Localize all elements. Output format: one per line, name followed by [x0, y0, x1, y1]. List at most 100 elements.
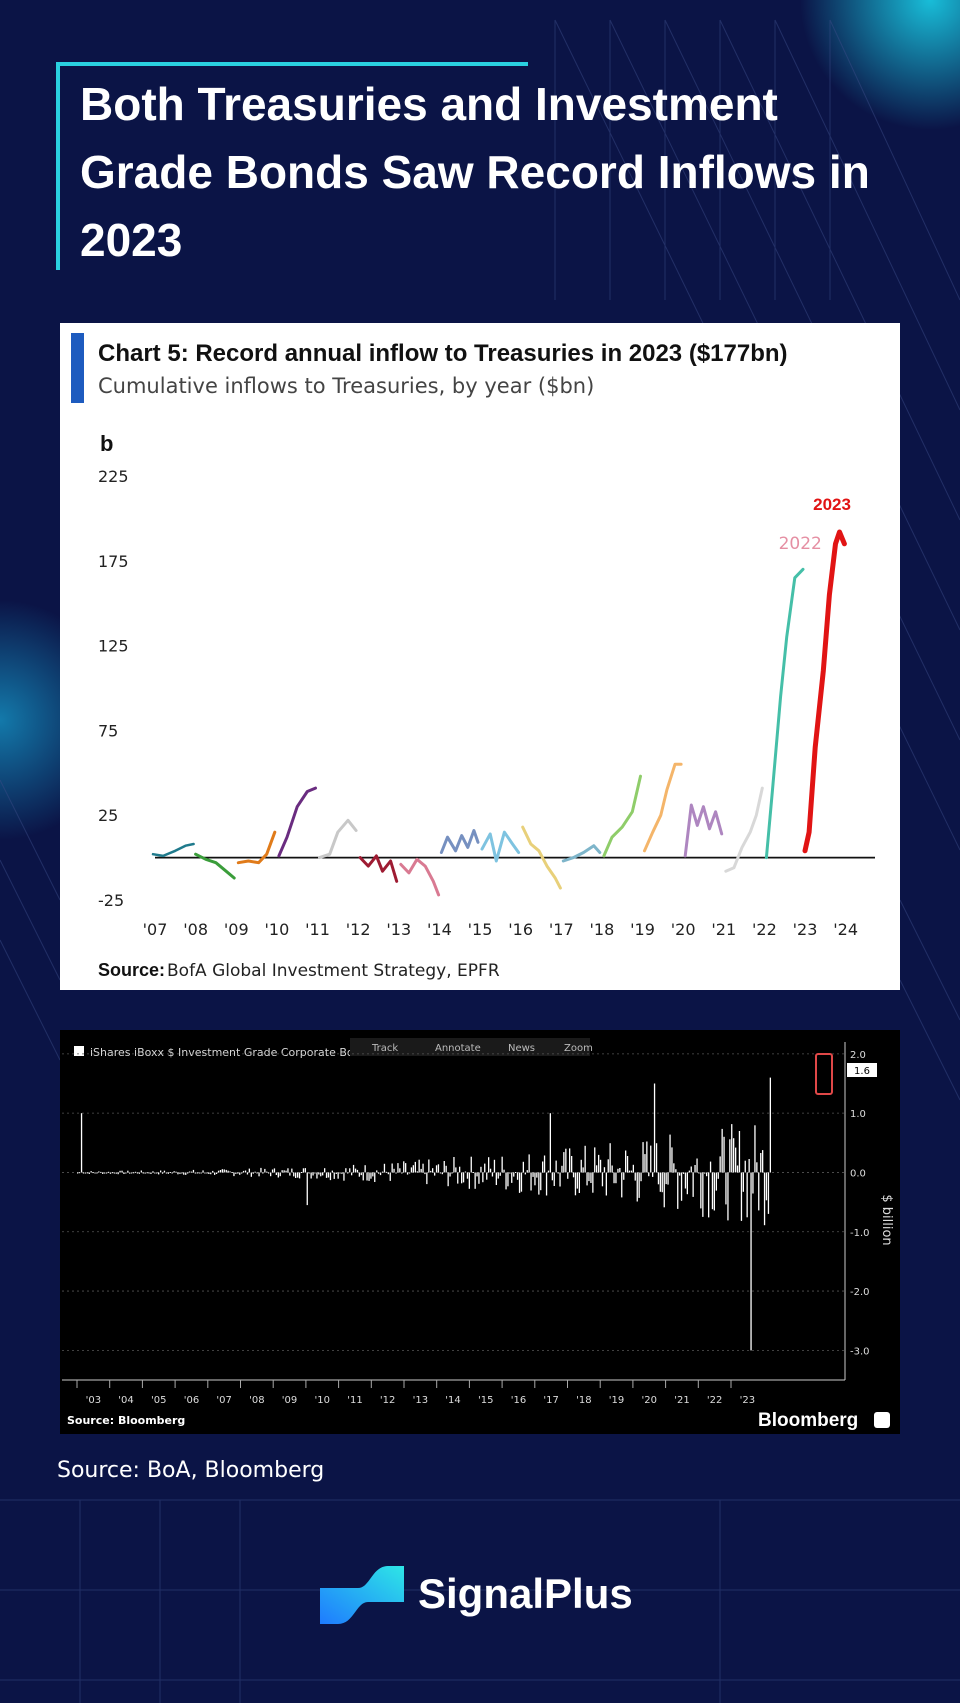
- x-tick-label-13: '20: [671, 920, 696, 939]
- x-tick-label-6: '09: [282, 1395, 297, 1406]
- flow-bar: [522, 1161, 524, 1173]
- flow-bar: [735, 1147, 737, 1173]
- annotate-button[interactable]: Annotate: [435, 1043, 481, 1054]
- y-tick-label-1: 175: [98, 552, 129, 571]
- annotation-2022: 2022: [779, 534, 822, 554]
- flow-bar: [704, 1172, 706, 1174]
- flow-bar: [576, 1172, 578, 1189]
- x-tick-label-16: '23: [793, 920, 818, 939]
- flow-bar: [136, 1172, 139, 1174]
- chart-title: Chart 5: Record annual inflow to Treasur…: [98, 340, 788, 367]
- flow-bar: [210, 1172, 212, 1175]
- flow-bar: [416, 1171, 418, 1173]
- series-line-5: [358, 854, 399, 883]
- flow-bar: [518, 1172, 521, 1193]
- flow-bar: [480, 1166, 482, 1173]
- x-tick-label-10: '17: [549, 920, 574, 939]
- series-line-13: [683, 803, 724, 858]
- track-button[interactable]: Track: [371, 1043, 398, 1054]
- flow-bar: [146, 1172, 148, 1174]
- flow-bar: [594, 1147, 596, 1173]
- flow-bar: [680, 1172, 683, 1201]
- flow-bar: [719, 1156, 721, 1173]
- flow-bar: [574, 1172, 577, 1196]
- flow-bar: [505, 1172, 507, 1190]
- flow-bar: [160, 1170, 162, 1173]
- flow-bar: [547, 1170, 550, 1173]
- flow-bar: [298, 1172, 301, 1179]
- flow-bar: [542, 1161, 544, 1173]
- flow-bar: [669, 1134, 671, 1173]
- flow-bar: [696, 1158, 698, 1173]
- flow-bar: [171, 1172, 173, 1174]
- flow-bar: [92, 1172, 94, 1174]
- flow-bar: [491, 1172, 494, 1177]
- flow-bar: [231, 1172, 233, 1173]
- flow-bar: [520, 1172, 523, 1192]
- chart-title-accent: [71, 333, 84, 403]
- flow-bar: [383, 1163, 386, 1173]
- flow-bar: [333, 1172, 335, 1179]
- flow-bar: [167, 1172, 169, 1174]
- chart-subtitle: Cumulative inflows to Treasuries, by yea…: [98, 374, 594, 398]
- flow-bar: [381, 1171, 384, 1173]
- flow-bar: [545, 1172, 548, 1196]
- flow-bar: [690, 1166, 692, 1173]
- x-tick-label-15: '18: [576, 1395, 591, 1406]
- series-line-8: [480, 830, 521, 863]
- flow-bar: [221, 1169, 223, 1173]
- flow-bar: [567, 1172, 569, 1179]
- flow-bar: [586, 1172, 588, 1186]
- flow-bar: [401, 1172, 403, 1174]
- flow-bar: [385, 1171, 387, 1173]
- flow-bar: [607, 1159, 609, 1173]
- series-line-9: [521, 825, 562, 890]
- flow-bar: [443, 1161, 445, 1173]
- flow-bar: [769, 1077, 771, 1173]
- flow-bar: [605, 1172, 607, 1196]
- flow-bar: [599, 1159, 602, 1173]
- flow-bar: [370, 1172, 372, 1179]
- flow-bar: [495, 1172, 497, 1185]
- source-text: BofA Global Investment Strategy, EPFR: [167, 961, 500, 981]
- flow-bar: [569, 1148, 571, 1173]
- flow-bar: [715, 1172, 717, 1191]
- flow-bar: [337, 1172, 339, 1179]
- series-line-11: [602, 774, 642, 858]
- flow-bar: [96, 1172, 98, 1174]
- flow-bar: [418, 1159, 420, 1173]
- flow-bar: [632, 1164, 634, 1173]
- flow-bar: [289, 1172, 291, 1176]
- flow-bar: [451, 1172, 453, 1174]
- etf-fund-flow-chart-svg: iShares iBoxx $ Investment Grade Corpora…: [62, 1038, 894, 1431]
- x-tick-label-14: '17: [543, 1395, 558, 1406]
- flow-bar: [339, 1172, 341, 1174]
- news-button[interactable]: News: [508, 1043, 535, 1054]
- flow-bar: [484, 1163, 486, 1173]
- flow-bar: [511, 1172, 513, 1183]
- x-tick-label-13: '16: [511, 1395, 526, 1406]
- flow-bar: [748, 1159, 750, 1173]
- zoom-button[interactable]: Zoom: [564, 1043, 593, 1054]
- flow-bar: [488, 1157, 490, 1173]
- flow-bar: [578, 1172, 580, 1193]
- flow-bar: [107, 1171, 110, 1173]
- flow-bar: [150, 1172, 152, 1174]
- flow-bar: [462, 1172, 465, 1183]
- flow-bar: [131, 1172, 133, 1174]
- flow-bar: [142, 1172, 144, 1174]
- flow-bar: [746, 1172, 748, 1218]
- flow-bar: [763, 1172, 766, 1226]
- signalplus-logo-icon: [320, 1566, 404, 1624]
- flow-bar: [515, 1172, 517, 1173]
- flow-bar: [196, 1172, 198, 1174]
- flow-bar: [80, 1113, 83, 1173]
- flow-bar: [270, 1172, 272, 1177]
- y-tick-label-5: -3.0: [850, 1346, 870, 1357]
- headline-accent-bar: [56, 62, 528, 66]
- flow-bar: [428, 1159, 430, 1173]
- flow-bar: [100, 1171, 102, 1173]
- flow-bar: [532, 1172, 534, 1177]
- flow-bar: [659, 1172, 661, 1192]
- flow-bar: [677, 1172, 679, 1209]
